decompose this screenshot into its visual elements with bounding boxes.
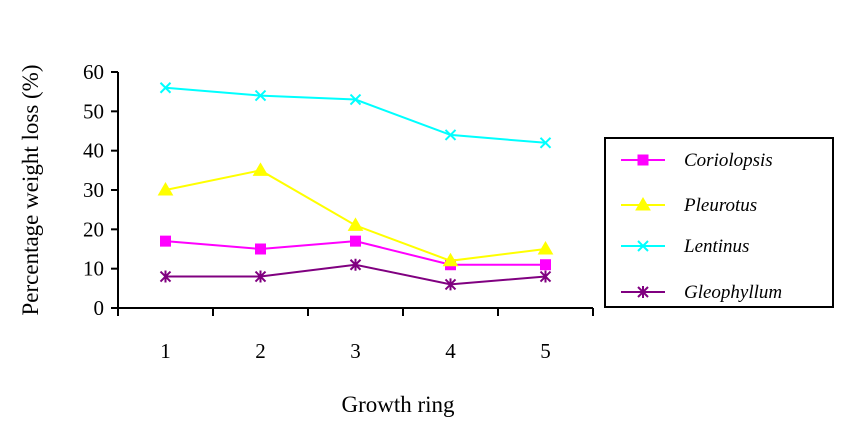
x-tick-label: 3 [350, 339, 361, 363]
x-tick-label: 2 [255, 339, 266, 363]
data-point [537, 241, 554, 255]
legend-label: Pleurotus [683, 195, 757, 216]
y-tick-label: 20 [83, 217, 104, 241]
series-line [165, 86, 546, 144]
data-point [160, 235, 171, 247]
data-point [159, 82, 172, 94]
legend-label: Lentinus [683, 236, 749, 257]
x-tick-label: 5 [540, 339, 551, 363]
legend-item: Lentinus [621, 236, 749, 257]
y-axis: 0 10 20 30 40 50 60 [83, 60, 119, 320]
legend-item: Pleurotus [621, 195, 757, 216]
data-point [442, 252, 459, 267]
legend-item: Gleophyllum [621, 282, 782, 303]
x-axis: 1 2 3 4 5 [117, 307, 594, 363]
legend-marker [635, 197, 651, 211]
series-line [165, 169, 546, 262]
series-gleophyllum [159, 258, 552, 291]
y-tick-label: 10 [83, 257, 104, 281]
legend-marker [637, 154, 649, 166]
data-point [254, 270, 267, 283]
data-point [539, 270, 552, 283]
x-axis-title: Growth ring [341, 392, 455, 417]
data-point [254, 89, 267, 102]
legend-box [604, 137, 834, 308]
data-point [540, 259, 551, 271]
y-axis-title: Percentage weight loss (%) [18, 64, 43, 315]
series-pleurotus [157, 162, 554, 267]
legend: Coriolopsis Pleurotus Lentinus Gleophyllum [604, 137, 834, 308]
data-point [255, 243, 266, 255]
series-lentinus [159, 82, 552, 149]
y-tick-label: 50 [83, 99, 104, 123]
data-point [444, 129, 457, 141]
data-point [349, 258, 362, 271]
legend-label: Coriolopsis [684, 150, 773, 171]
data-point [347, 217, 364, 231]
legend-label: Gleophyllum [684, 282, 782, 303]
y-tick-label: 30 [83, 178, 104, 202]
data-point [349, 93, 362, 106]
legend-marker [637, 240, 649, 252]
y-tick-label: 60 [83, 60, 104, 84]
data-point [539, 137, 552, 149]
legend-marker [637, 286, 649, 298]
data-point [159, 270, 172, 283]
data-point [350, 235, 361, 247]
data-point [444, 278, 457, 291]
x-tick-label: 1 [160, 339, 171, 363]
data-point [157, 182, 174, 196]
y-tick-label: 0 [94, 296, 105, 320]
x-tick-label: 4 [445, 339, 456, 363]
data-point [252, 162, 269, 176]
series-layer [157, 82, 554, 291]
y-tick-label: 40 [83, 139, 104, 163]
legend-item: Coriolopsis [621, 150, 773, 171]
